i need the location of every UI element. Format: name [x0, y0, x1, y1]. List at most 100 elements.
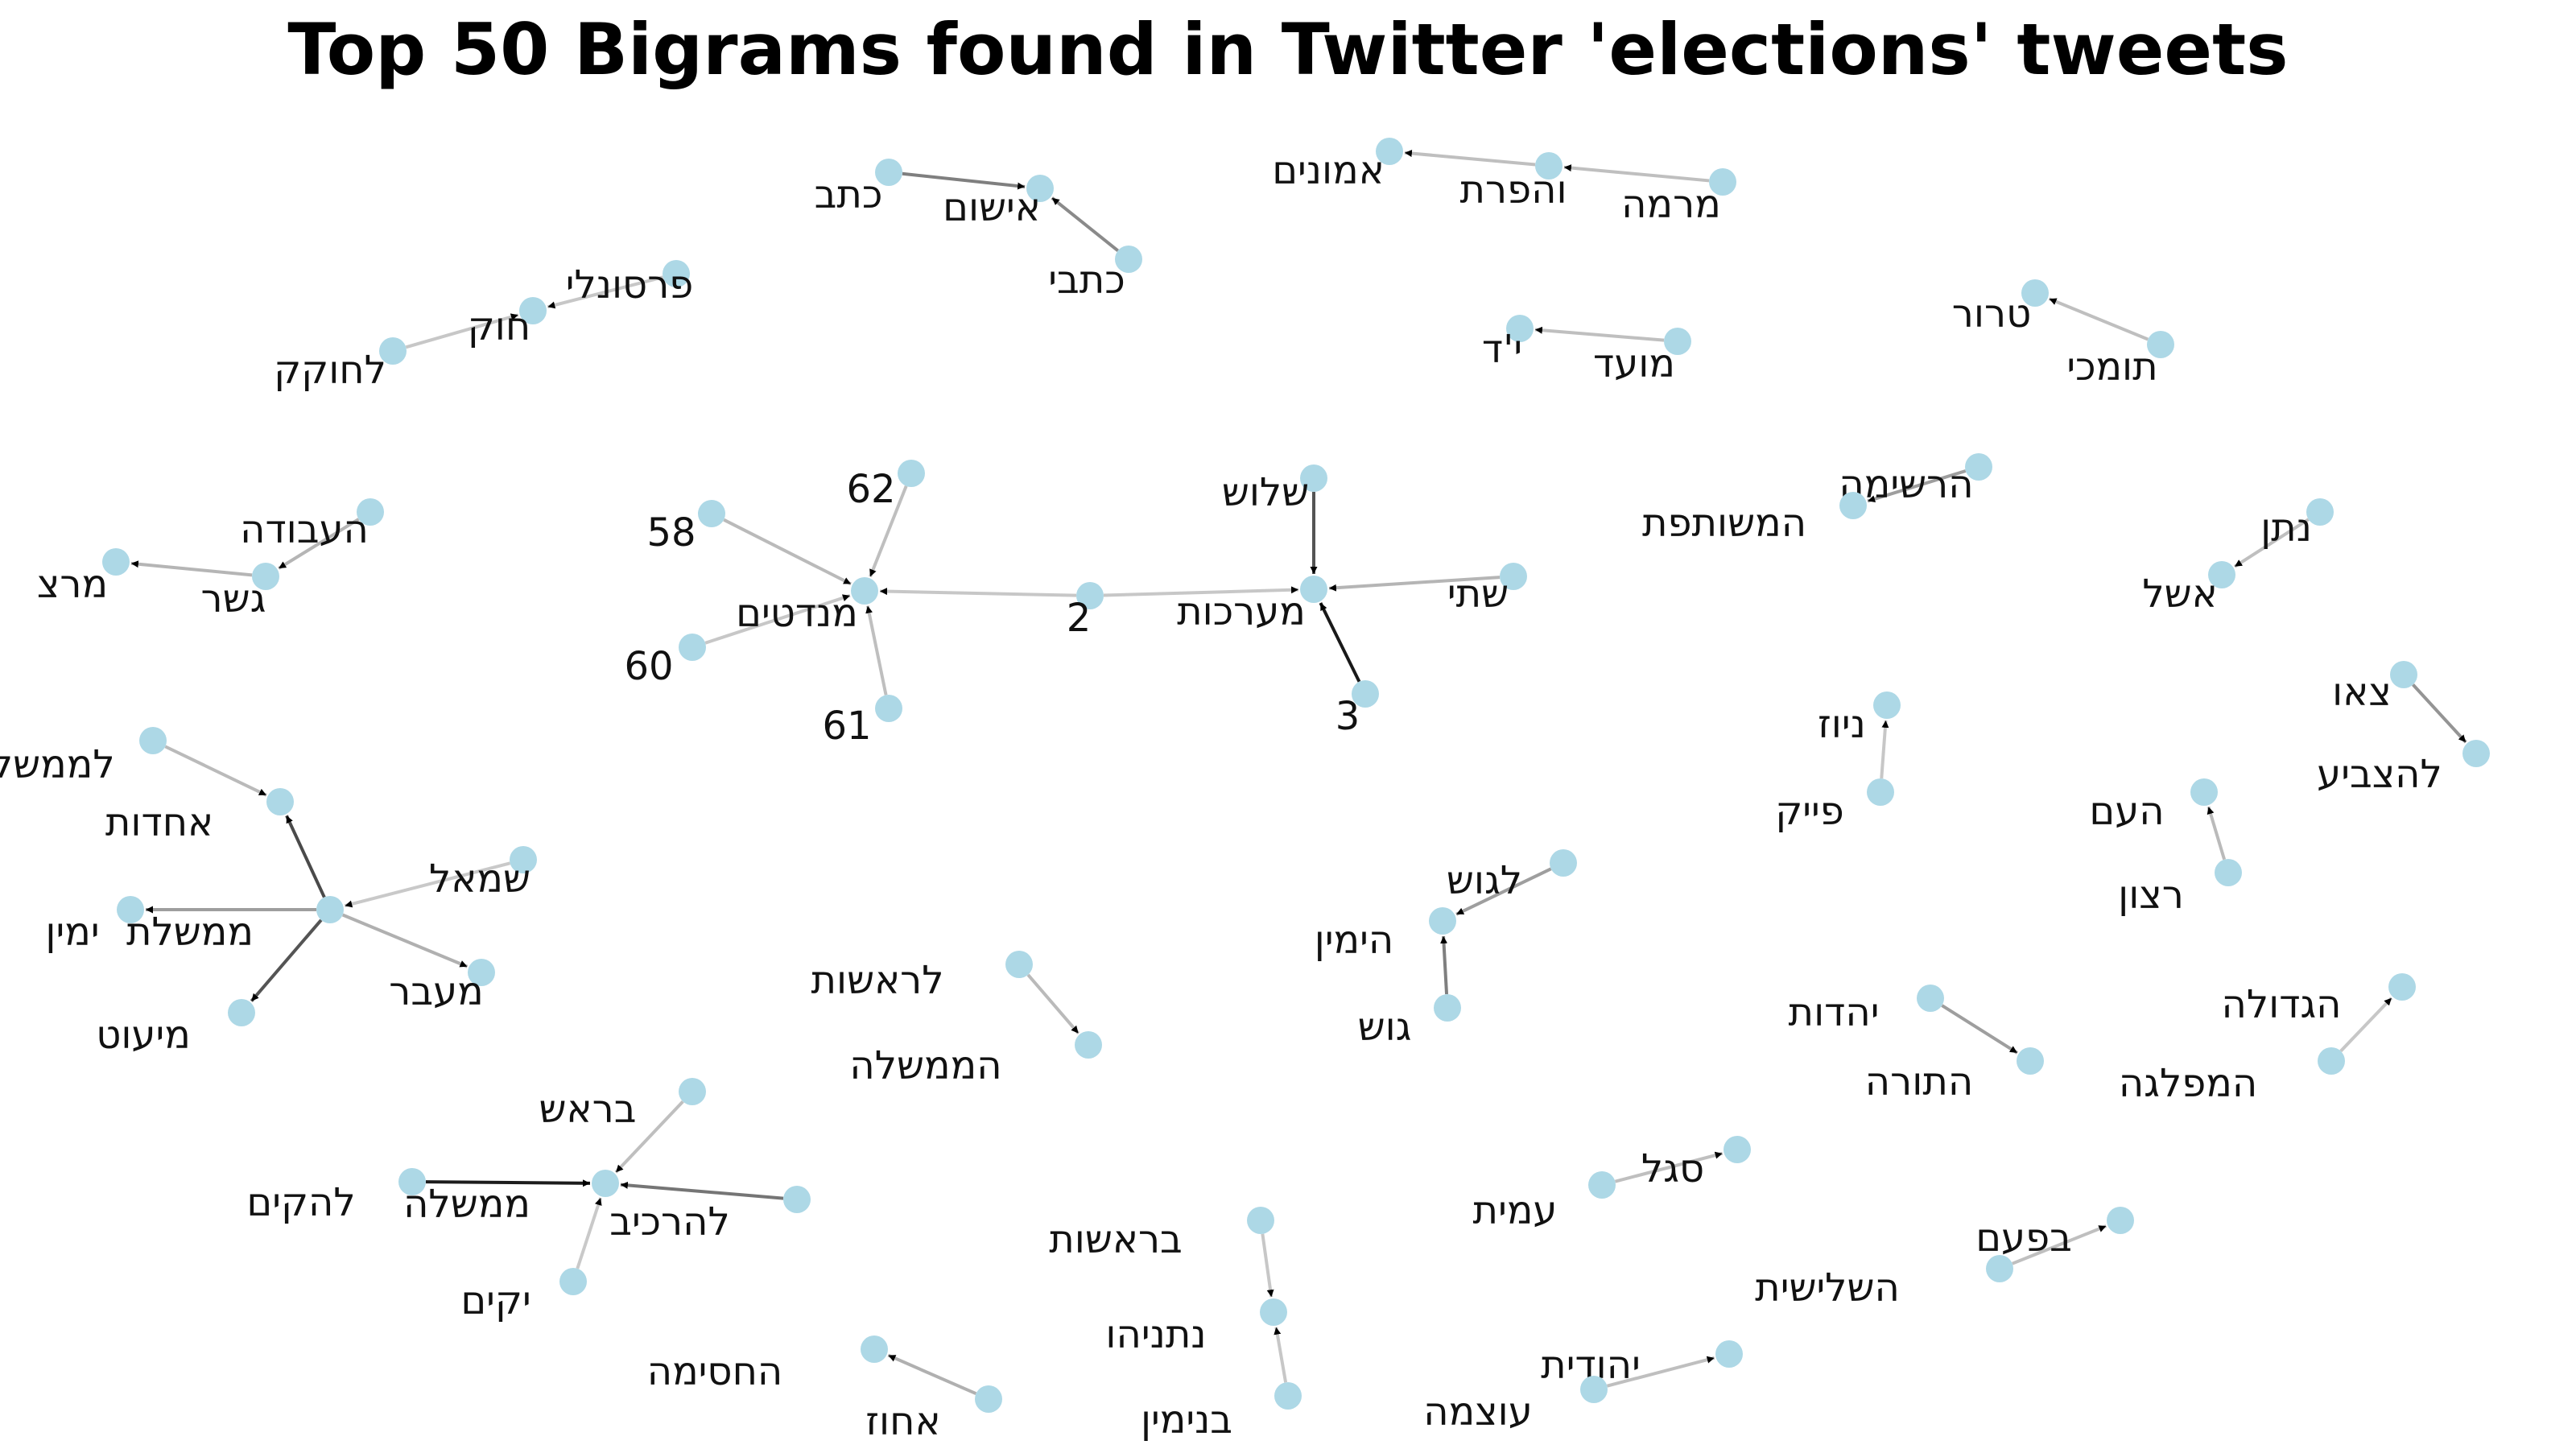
node-dot-moed [1664, 328, 1691, 355]
node-hatora: התורה [1865, 1047, 2044, 1104]
node-hagdola: הגדולה [2221, 973, 2416, 1027]
node-label-chok: חוק [468, 304, 531, 349]
node-label-mandatim: מנדטים [736, 591, 858, 636]
edge-n2-maarachot [1103, 586, 1299, 597]
node-dot-amit [1588, 1171, 1616, 1199]
node-chok: חוק [468, 297, 547, 349]
edge-berosh-memshala [614, 1100, 684, 1174]
edge-tzeu-lehatzbia [2412, 683, 2467, 744]
node-ishum: אישום [943, 175, 1054, 230]
node-dot-eshel [2208, 561, 2235, 588]
node-yakum: יקים [460, 1268, 587, 1323]
edge-n62-mandatim [869, 485, 908, 578]
node-label-achdut: אחדות [105, 800, 213, 845]
node-hashlishit: השלישית [1755, 1255, 2013, 1311]
node-label-moed: מועד [1593, 341, 1675, 386]
node-dot-yakum [559, 1268, 587, 1295]
edge-memshelet-miut [250, 919, 323, 1002]
node-dot-binyamin [1274, 1382, 1302, 1410]
node-label-memshala: ממשלה [403, 1182, 530, 1227]
edge-n61-mandatim [865, 605, 888, 696]
node-birashut: בראשות [1049, 1207, 1274, 1262]
node-label-katav: כתב [815, 172, 883, 217]
node-lehakim: להקים [246, 1168, 426, 1225]
node-label-hachasima: החסימה [647, 1349, 783, 1394]
node-label-ratzon: רצון [2118, 873, 2184, 918]
node-label-lehatzbia: להצביע [2317, 752, 2442, 797]
node-dot-vehafarat [1535, 152, 1563, 180]
node-dot-leMemshelet [139, 727, 167, 754]
node-n58: 58 [646, 500, 725, 555]
node-dot-hashlishit [1986, 1255, 2013, 1282]
node-dot-yahadut [1917, 985, 1944, 1012]
node-yehudit: יהודית [1541, 1340, 1743, 1388]
node-dot-maavar [468, 959, 495, 986]
node-n61: 61 [822, 695, 902, 749]
node-gesher: גשר [201, 563, 279, 621]
node-label-shalosh: שלוש [1222, 470, 1309, 515]
edge-hareshima-hameshutefet [1867, 469, 1967, 503]
node-shalosh: שלוש [1222, 464, 1327, 515]
node-yamin: ימין [45, 896, 144, 955]
node-label-ishum: אישום [943, 185, 1041, 230]
node-dot-yehudit [1715, 1340, 1743, 1368]
node-dot-emunim [1376, 138, 1403, 165]
node-label-vehafarat: והפרת [1459, 167, 1567, 213]
node-memshelet: ממשלת [126, 896, 344, 955]
edge-gesher-meretz [130, 560, 253, 577]
node-label-n58: 58 [646, 510, 696, 555]
node-dot-memshelet [316, 896, 344, 923]
node-dot-personali [663, 260, 690, 287]
node-dot-tomchei [2147, 331, 2174, 358]
node-label-mirma: מרמה [1621, 182, 1721, 227]
node-kitvei: כתבי [1048, 246, 1142, 303]
node-label-leMemshelet: לממשלת [0, 742, 115, 787]
edge-n2-mandatim [879, 588, 1077, 597]
node-dot-teror [2021, 279, 2049, 307]
node-dot-n60 [679, 634, 706, 661]
node-n62: 62 [846, 460, 925, 512]
node-label-natan: נתן [2260, 506, 2312, 551]
node-dot-ishum [1026, 175, 1054, 202]
node-memshala: ממשלה [403, 1170, 619, 1227]
node-dot-shalosh [1300, 464, 1327, 492]
edge-shtei-maarachot [1328, 576, 1501, 592]
node-label-personali: פרסונלי [566, 262, 694, 308]
node-vehafarat: והפרת [1459, 152, 1567, 213]
node-label-leharkiv: להרכיב [609, 1199, 730, 1245]
node-dot-shtei [1500, 563, 1527, 590]
node-hameshutefet: המשותפת [1642, 492, 1867, 546]
edge-amit-segal [1614, 1151, 1724, 1183]
node-label-haam: העם [2089, 789, 2164, 834]
edge-lehakim-memshala [425, 1179, 591, 1187]
edge-lagush-hayamin [1455, 867, 1552, 916]
node-mandatim: מנדטים [736, 577, 878, 636]
node-shtei: שתי [1447, 563, 1527, 617]
node-berosh: בראש [539, 1078, 706, 1132]
node-label-haavoda: העבודה [240, 507, 369, 552]
node-maarachot: מערכות [1177, 576, 1327, 634]
node-label-eshel: אשל [2142, 572, 2217, 617]
node-lehatzbia: להצביע [2317, 740, 2490, 797]
node-label-lehakim: להקים [246, 1180, 355, 1225]
node-n60: 60 [624, 634, 706, 689]
node-dot-n2 [1076, 582, 1104, 609]
node-teror: טרור [1952, 279, 2049, 336]
node-dot-otzma [1580, 1376, 1608, 1403]
node-dot-katav [875, 159, 902, 186]
node-netanyahu: נתניהו [1105, 1298, 1287, 1357]
node-dot-kitvei [1115, 246, 1142, 273]
node-label-n3: 3 [1335, 694, 1360, 739]
edges-layer [130, 150, 2467, 1396]
node-dot-memshala [592, 1170, 619, 1197]
edge-smol-memshelet [344, 861, 511, 908]
node-dot-yud [1506, 315, 1534, 342]
node-dot-hamemshala [1075, 1031, 1102, 1059]
node-dot-n3 [1352, 680, 1379, 708]
node-label-n2: 2 [1067, 596, 1092, 641]
node-yud: י'ד [1482, 315, 1534, 372]
node-dot-hatora [2017, 1047, 2044, 1075]
node-label-bapaam: בפעם [1975, 1216, 2072, 1261]
